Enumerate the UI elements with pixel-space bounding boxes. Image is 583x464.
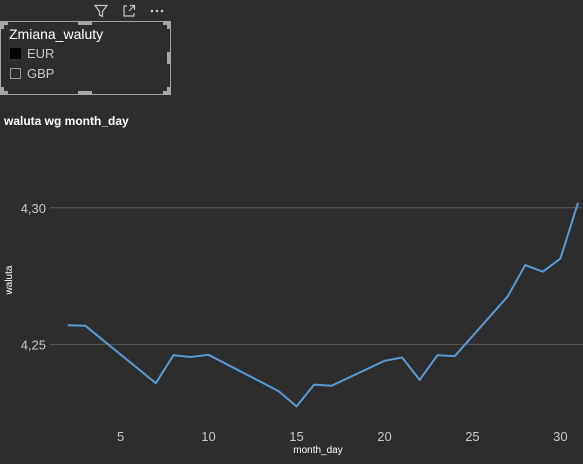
x-tick-label: 10 — [201, 429, 215, 444]
x-tick-label: 25 — [465, 429, 479, 444]
x-tick-label: 15 — [289, 429, 303, 444]
x-tick-label: 20 — [377, 429, 391, 444]
resize-handle-bottom-left[interactable] — [0, 87, 4, 95]
currency-slicer[interactable]: Zmiana_waluty EUR GBP — [0, 21, 171, 95]
slicer-title: Zmiana_waluty — [9, 26, 104, 42]
x-tick-label: 30 — [553, 429, 567, 444]
slicer-item-eur[interactable]: EUR — [10, 46, 54, 61]
slicer-item-gbp[interactable]: GBP — [10, 66, 54, 81]
resize-handle-bottom-left[interactable] — [0, 91, 8, 95]
checkbox-checked-icon[interactable] — [10, 48, 21, 59]
visual-header-toolbar — [92, 2, 166, 20]
x-axis-title: month_day — [293, 445, 342, 456]
resize-handle-top-left[interactable] — [0, 21, 4, 29]
slicer-item-label: EUR — [27, 46, 55, 61]
series-line — [67, 202, 579, 408]
resize-handle-bottom-right[interactable] — [167, 87, 171, 95]
resize-handle-bottom[interactable] — [78, 91, 92, 95]
chart-title: waluta wg month_day — [4, 114, 129, 128]
filter-icon[interactable] — [92, 3, 110, 19]
resize-handle-top-right[interactable] — [167, 21, 171, 29]
y-axis-title: waluta — [4, 265, 15, 295]
slicer-item-label: GBP — [27, 66, 55, 81]
more-options-icon[interactable] — [148, 3, 166, 19]
focus-mode-icon[interactable] — [120, 3, 138, 19]
resize-handle-top[interactable] — [78, 21, 92, 25]
x-tick-label: 5 — [117, 429, 124, 444]
checkbox-unchecked-icon[interactable] — [10, 68, 21, 79]
resize-handle-top-left[interactable] — [0, 21, 8, 25]
y-tick-label: 4,30 — [21, 201, 46, 216]
resize-handle-right[interactable] — [167, 52, 171, 64]
y-tick-label: 4,25 — [21, 337, 46, 352]
